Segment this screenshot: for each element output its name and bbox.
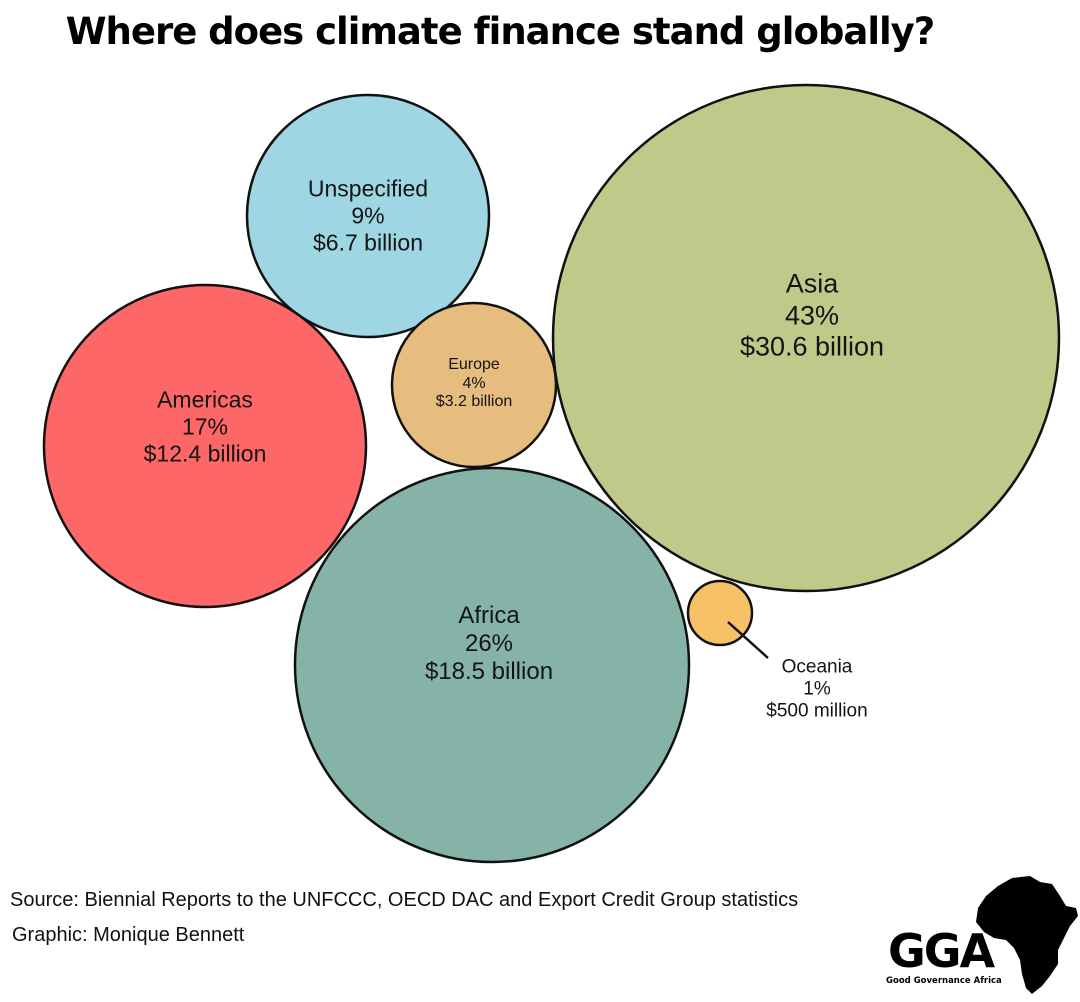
label-africa: Africa 26% $18.5 billion	[425, 602, 553, 686]
region-name: Oceania	[781, 656, 853, 678]
bubble-africa	[293, 466, 691, 864]
region-name: Unspecified	[307, 175, 429, 202]
graphic-credit: Graphic: Monique Bennett	[12, 924, 245, 946]
region-amount: $500 million	[766, 701, 868, 723]
region-percent: 17%	[181, 413, 229, 440]
region-amount: $30.6 billion	[739, 331, 885, 362]
label-europe: Europe 4% $3.2 billion	[436, 356, 513, 412]
region-name: Americas	[157, 386, 253, 413]
region-percent: 26%	[464, 629, 514, 657]
region-amount: $3.2 billion	[435, 393, 513, 411]
africa-map-icon	[976, 876, 1078, 994]
bubble-americas	[42, 283, 368, 609]
bubble-europe	[390, 301, 558, 469]
region-name: Africa	[458, 601, 520, 629]
region-percent: 1%	[803, 678, 831, 700]
label-americas: Americas 17% $12.4 billion	[144, 387, 267, 468]
label-asia: Asia 43% $30.6 billion	[740, 269, 884, 364]
gga-logo-subtitle: Good Governance Africa	[886, 976, 1002, 986]
region-name: Asia	[785, 268, 839, 299]
source-note: Source: Biennial Reports to the UNFCCC, …	[10, 889, 799, 911]
region-percent: 4%	[462, 374, 486, 392]
chart-title: Where does climate finance stand globall…	[65, 10, 936, 53]
bubble-asia	[551, 83, 1061, 593]
region-amount: $18.5 billion	[424, 658, 554, 686]
oceania-leader-line	[727, 621, 769, 659]
label-oceania: Oceania 1% $500 million	[766, 657, 867, 724]
gga-logo: GGA	[888, 924, 995, 978]
label-unspecified: Unspecified 9% $6.7 billion	[308, 176, 428, 257]
region-amount: $12.4 billion	[143, 440, 267, 467]
region-percent: 43%	[784, 300, 840, 331]
region-amount: $6.7 billion	[313, 229, 423, 256]
bubble-unspecified	[245, 93, 491, 339]
region-percent: 9%	[351, 202, 385, 229]
region-name: Europe	[448, 355, 500, 373]
